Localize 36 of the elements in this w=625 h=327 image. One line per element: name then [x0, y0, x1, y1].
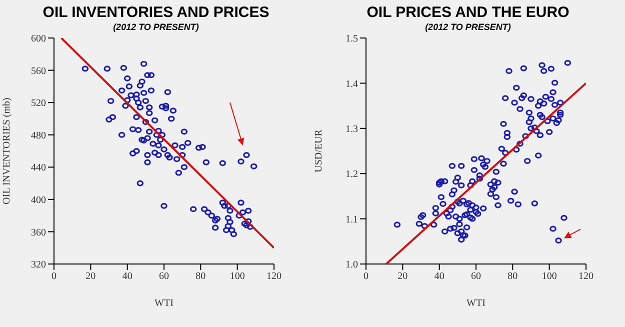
x-tick-label: 60 [159, 271, 169, 282]
y-tick-label: 600 [31, 34, 46, 45]
y-tick-label: 560 [31, 66, 46, 77]
y-tick-label: 1.0 [346, 260, 358, 271]
y-axis-title: OIL INVENTORIES (mb) [2, 98, 13, 204]
y-tick-label: 440 [31, 162, 46, 174]
y-axis-title: USD/EUR [314, 129, 325, 172]
x-tick-label: 100 [542, 271, 557, 282]
x-tick-label: 40 [434, 271, 444, 282]
x-tick-label: 120 [266, 271, 282, 282]
y-tick-label: 1.2 [346, 169, 358, 180]
x-axis-title: WTI [466, 298, 486, 309]
chart-title: OIL INVENTORIES AND PRICES [42, 3, 270, 21]
x-tick-label: 100 [230, 271, 245, 282]
y-tick-label: 1.4 [346, 78, 358, 90]
x-axis-title: WTI [154, 298, 174, 309]
chart-subtitle: (2012 TO PRESENT) [112, 22, 200, 32]
y-tick-label: 1.1 [346, 214, 358, 226]
y-tick-label: 360 [31, 227, 46, 238]
y-tick-label: 400 [31, 194, 46, 206]
x-tick-label: 120 [578, 271, 594, 282]
chart-subtitle: (2012 TO PRESENT) [424, 22, 512, 32]
y-tick-label: 320 [31, 260, 46, 271]
y-tick-label: 1.3 [346, 124, 358, 135]
y-tick-label: 480 [31, 130, 46, 142]
x-tick-label: 0 [52, 271, 56, 282]
x-tick-label: 20 [398, 271, 408, 282]
x-tick-label: 0 [364, 271, 368, 282]
x-tick-label: 80 [508, 271, 518, 282]
x-tick-label: 40 [122, 271, 132, 282]
x-tick-label: 20 [86, 271, 96, 282]
x-tick-label: 80 [196, 271, 206, 282]
chart-title: OIL PRICES AND THE EURO [366, 3, 570, 21]
y-tick-label: 1.5 [346, 34, 358, 45]
y-tick-label: 520 [31, 98, 46, 110]
x-tick-label: 60 [471, 271, 481, 282]
